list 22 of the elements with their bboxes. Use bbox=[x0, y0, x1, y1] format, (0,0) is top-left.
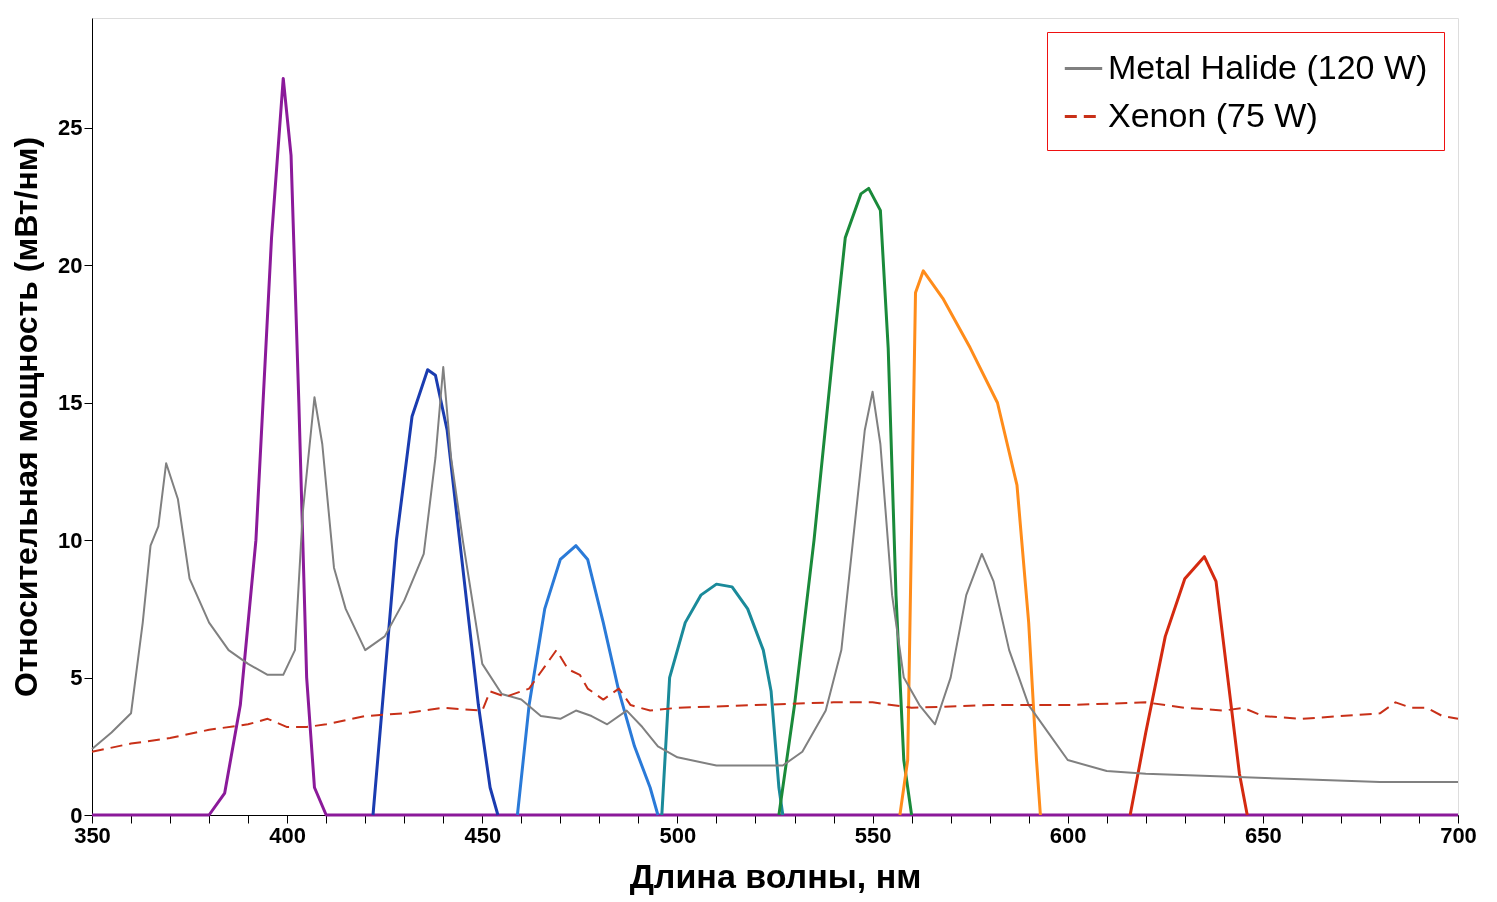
y-axis-title: Относительная мощность (мВт/нм) bbox=[8, 136, 45, 698]
line-series bbox=[515, 544, 660, 817]
legend-label: Metal Halide (120 W) bbox=[1108, 47, 1428, 86]
x-tick-label: 400 bbox=[269, 822, 306, 848]
x-axis-title: Длина волны, нм bbox=[629, 856, 922, 895]
line-series bbox=[371, 368, 500, 817]
x-tick-label: 600 bbox=[1049, 822, 1087, 848]
x-tick-label: 450 bbox=[464, 822, 502, 848]
x-tick-label: 700 bbox=[1440, 822, 1477, 848]
legend-label: Xenon (75 W) bbox=[1108, 95, 1318, 134]
y-tick-label: 20 bbox=[58, 252, 83, 278]
line-series bbox=[660, 582, 785, 817]
x-tick-label: 650 bbox=[1245, 822, 1282, 848]
x-tick-label: 500 bbox=[659, 822, 697, 848]
x-tick-label: 550 bbox=[854, 822, 892, 848]
y-tick-label: 25 bbox=[58, 115, 83, 141]
y-tick-label: 15 bbox=[58, 390, 83, 416]
y-tick-label: 5 bbox=[70, 665, 83, 691]
line-series bbox=[898, 269, 1042, 817]
y-tick-label: 10 bbox=[58, 527, 83, 553]
line-series bbox=[777, 186, 914, 817]
line-series bbox=[91, 366, 1459, 784]
